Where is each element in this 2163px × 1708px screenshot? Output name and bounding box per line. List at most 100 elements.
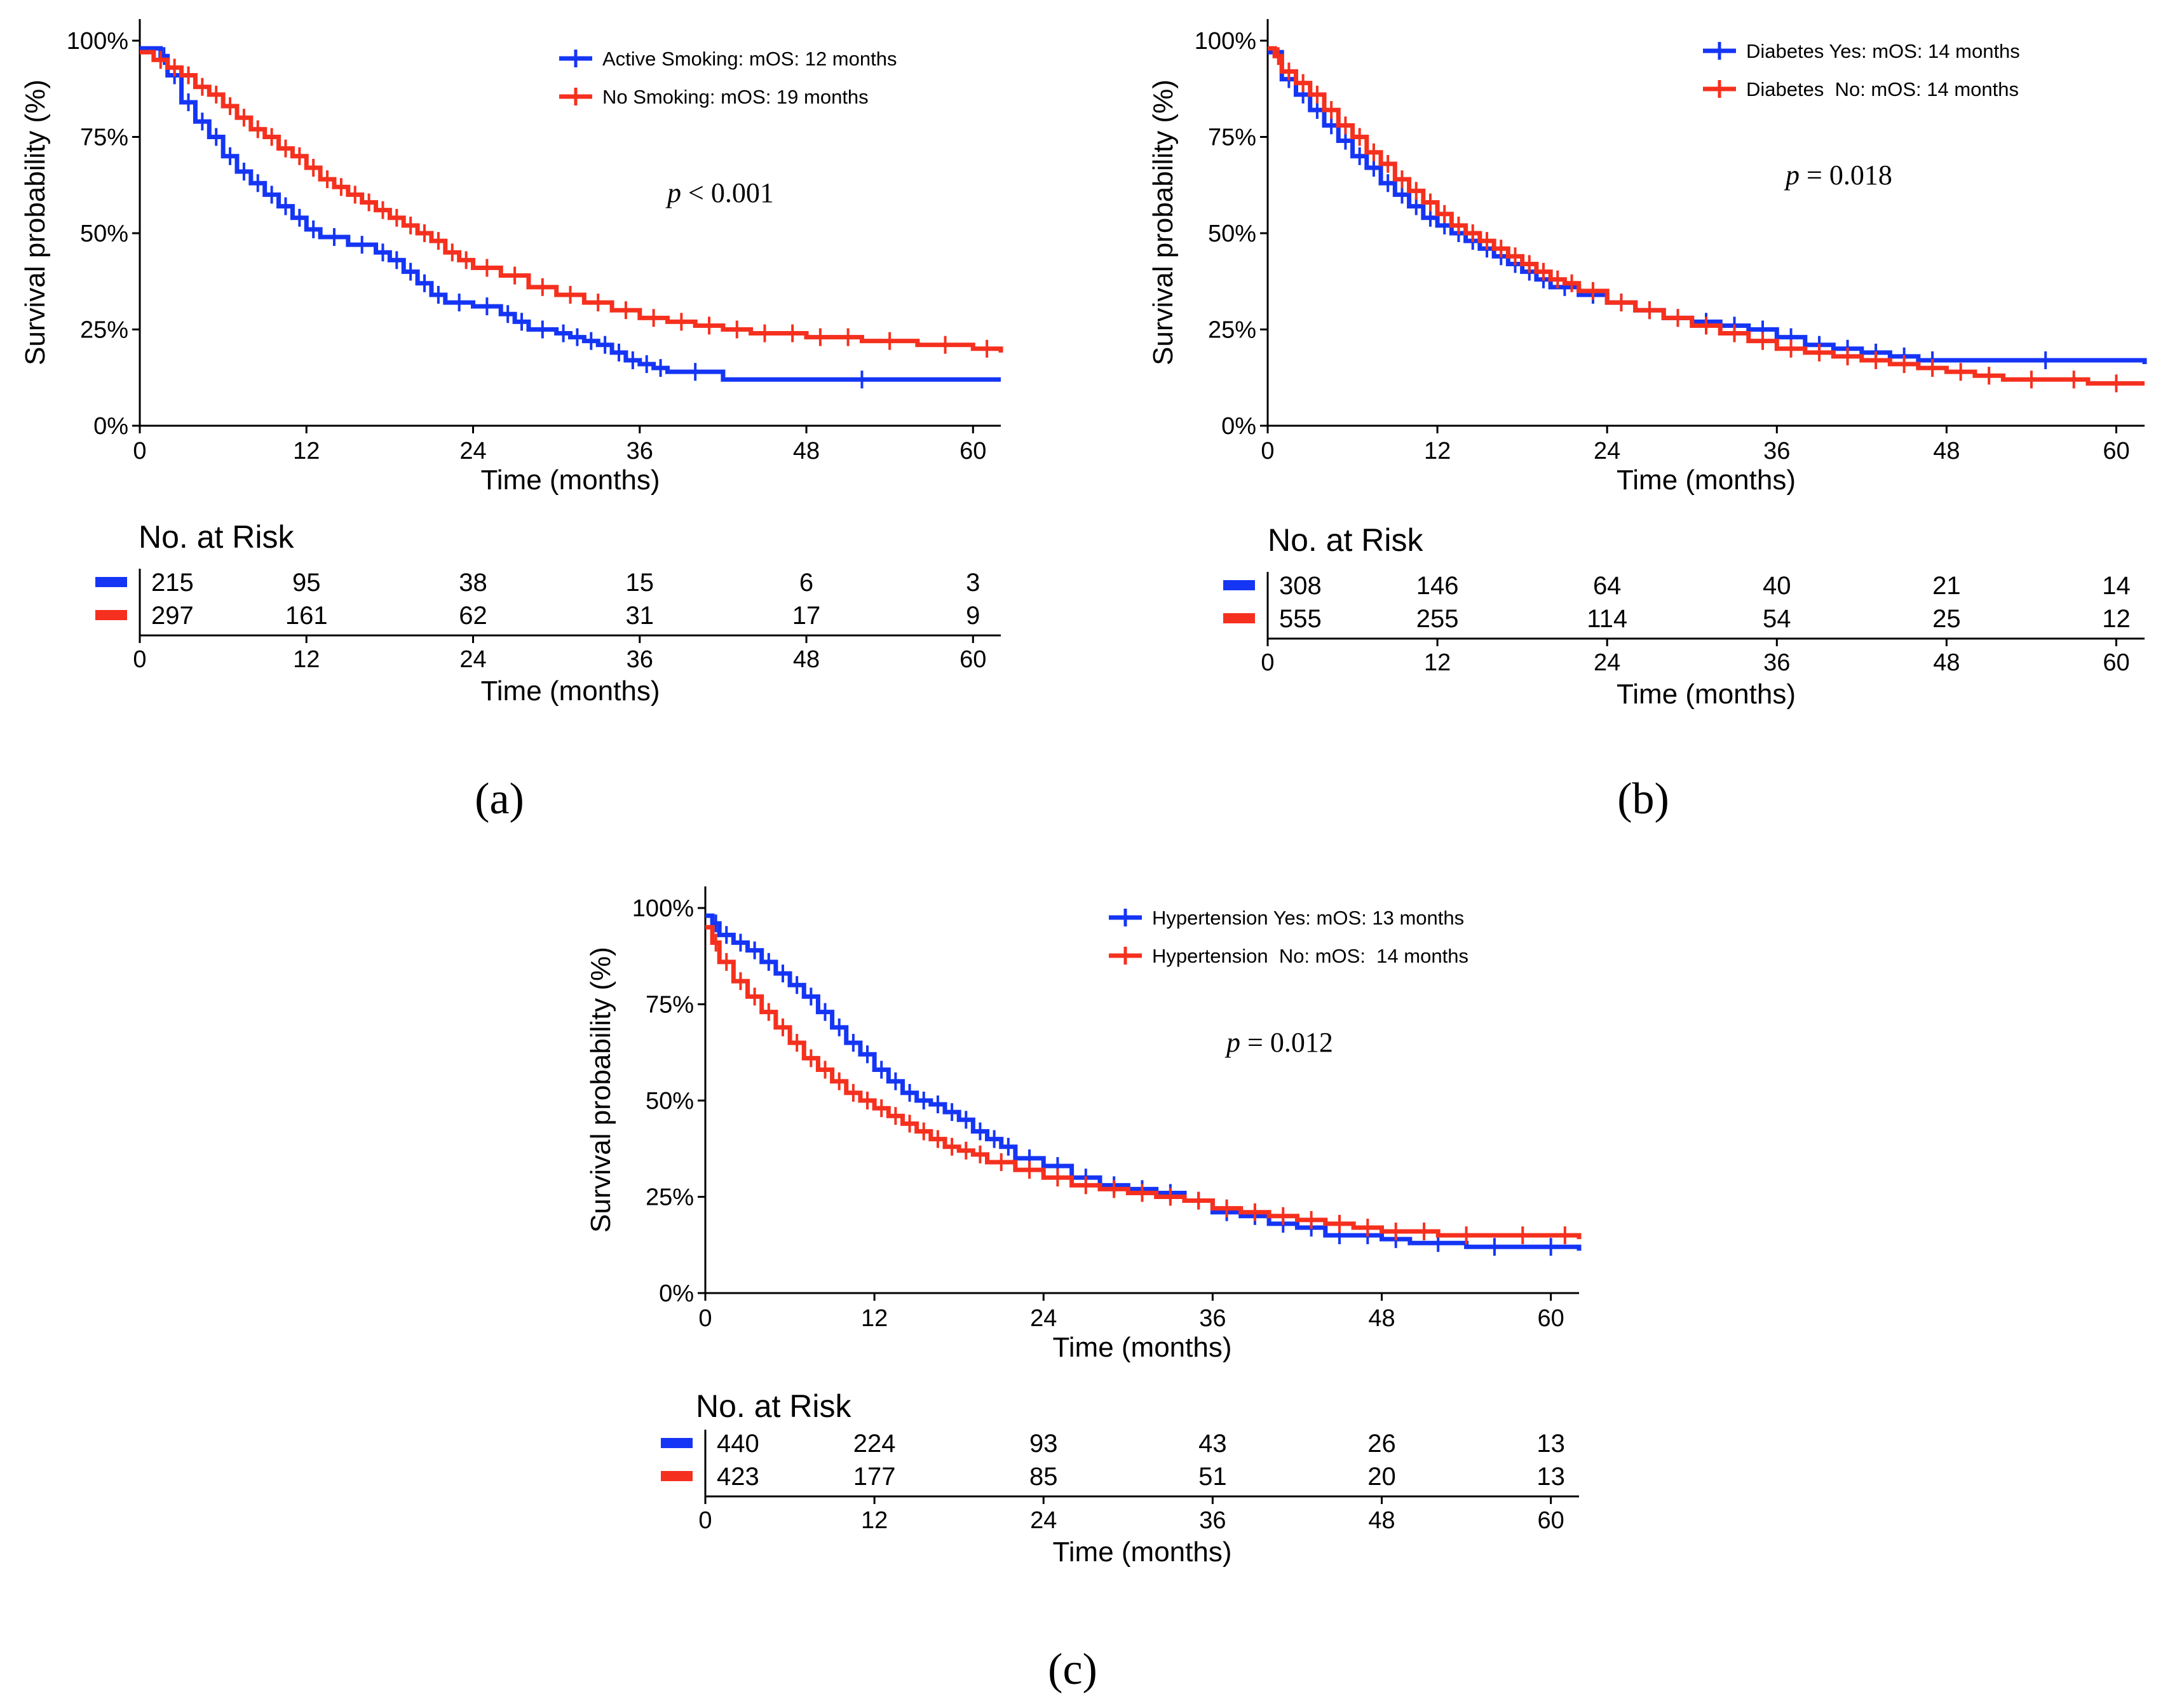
risk-count: 64	[1593, 572, 1622, 600]
risk-x-tick-label: 36	[1199, 1507, 1226, 1534]
risk-count: 54	[1763, 605, 1791, 633]
y-tick-label: 25%	[80, 317, 128, 344]
risk-count: 85	[1029, 1463, 1058, 1491]
x-tick-label: 0	[133, 438, 146, 464]
risk-count: 215	[151, 569, 194, 597]
x-tick-label: 48	[1368, 1305, 1395, 1332]
risk-count: 20	[1367, 1463, 1396, 1491]
p-value-symbol: p	[1224, 1027, 1240, 1058]
risk-count: 15	[626, 569, 654, 597]
y-tick-label: 0%	[1221, 413, 1256, 440]
y-tick-label: 50%	[80, 220, 128, 247]
risk-x-tick-label: 0	[698, 1507, 712, 1534]
p-value-text: = 0.018	[1800, 159, 1892, 191]
risk-x-axis-title: Time (months)	[1053, 1536, 1232, 1568]
risk-count: 255	[1416, 605, 1459, 633]
risk-count: 161	[285, 602, 328, 630]
y-tick-label: 100%	[1195, 28, 1256, 55]
y-tick-label: 100%	[67, 28, 128, 55]
p-value-label: p = 0.018	[1784, 159, 1892, 191]
x-tick-label: 36	[627, 438, 653, 464]
risk-x-tick-label: 48	[793, 646, 820, 673]
x-tick-label: 0	[698, 1305, 712, 1332]
x-tick-label: 0	[1261, 438, 1274, 464]
survival-curve-series-1	[705, 913, 1582, 1251]
risk-x-tick-label: 0	[1261, 649, 1274, 676]
risk-count: 12	[2102, 605, 2131, 633]
panel-label: (a)	[475, 775, 524, 824]
survival-curve-series-2	[1268, 46, 2145, 386]
risk-x-tick-label: 24	[1594, 649, 1620, 676]
km-panel-c: 0% 25% 50% 75% 100% 0 12 24 36 48 60 Time (months) S…	[585, 886, 1582, 1694]
p-value-label: p = 0.012	[1224, 1027, 1333, 1058]
risk-x-tick-label: 60	[1538, 1507, 1564, 1534]
risk-count: 440	[717, 1430, 759, 1458]
risk-count: 297	[151, 602, 194, 630]
risk-count: 95	[292, 569, 321, 597]
y-tick-label: 100%	[632, 895, 694, 922]
risk-count: 9	[966, 602, 980, 630]
risk-row-swatch	[661, 1438, 693, 1448]
x-axis-title: Time (months)	[1053, 1332, 1232, 1363]
y-tick-label: 25%	[646, 1184, 694, 1211]
legend-entry: No Smoking: mOS: 19 months	[602, 86, 869, 108]
p-value-symbol: p	[665, 177, 681, 208]
y-axis-title: Survival probability (%)	[1148, 79, 1179, 365]
y-tick-label: 50%	[646, 1088, 694, 1115]
risk-count: 114	[1587, 605, 1627, 633]
risk-x-tick-label: 12	[293, 646, 320, 673]
x-tick-label: 12	[293, 438, 320, 464]
legend-entry: Hypertension Yes: mOS: 13 months	[1152, 907, 1464, 929]
y-tick-label: 25%	[1208, 317, 1256, 344]
risk-count: 43	[1198, 1430, 1227, 1458]
risk-count: 25	[1932, 605, 1961, 633]
risk-count: 555	[1279, 605, 1322, 633]
risk-row-swatch	[95, 577, 127, 587]
risk-x-tick-label: 12	[861, 1507, 888, 1534]
panel-label: (b)	[1617, 775, 1669, 824]
km-panel-b: 0% 25% 50% 75% 100% 0 12 24 36 48 60 Time (months) S…	[1148, 19, 2147, 824]
risk-x-tick-label: 24	[1030, 1507, 1057, 1534]
risk-x-tick-label: 36	[1763, 649, 1790, 676]
risk-count: 21	[1932, 572, 1961, 600]
x-tick-label: 12	[1424, 438, 1451, 464]
risk-x-tick-label: 48	[1368, 1507, 1395, 1534]
risk-x-tick-label: 48	[1933, 649, 1960, 676]
y-tick-label: 0%	[659, 1280, 694, 1307]
y-tick-label: 75%	[646, 992, 694, 1019]
risk-x-tick-label: 12	[1424, 649, 1451, 676]
x-tick-label: 24	[1030, 1305, 1057, 1332]
p-value-text: = 0.012	[1240, 1027, 1333, 1058]
x-axis-title: Time (months)	[1617, 464, 1796, 496]
risk-count: 177	[853, 1463, 896, 1491]
risk-count: 51	[1198, 1463, 1227, 1491]
p-value-symbol: p	[1784, 159, 1800, 191]
x-tick-label: 60	[959, 438, 986, 464]
x-axis-title: Time (months)	[481, 464, 660, 496]
risk-x-tick-label: 0	[133, 646, 146, 673]
p-value-label: p < 0.001	[665, 177, 774, 208]
risk-count: 17	[792, 602, 821, 630]
x-tick-label: 24	[1594, 438, 1620, 464]
risk-count: 308	[1279, 572, 1322, 600]
risk-row-swatch	[1223, 613, 1255, 623]
risk-count: 6	[799, 569, 813, 597]
y-tick-label: 75%	[80, 125, 128, 151]
legend-entry: Active Smoking: mOS: 12 months	[602, 48, 897, 70]
risk-row-swatch	[661, 1471, 693, 1481]
x-tick-label: 12	[861, 1305, 888, 1332]
risk-count: 3	[966, 569, 980, 597]
p-value-text: < 0.001	[681, 177, 774, 208]
legend-entry: Diabetes Yes: mOS: 14 months	[1746, 40, 2020, 62]
risk-x-axis-title: Time (months)	[481, 675, 660, 707]
risk-x-axis-title: Time (months)	[1617, 679, 1796, 710]
x-tick-label: 60	[2103, 438, 2129, 464]
risk-table-title: No. at Risk	[139, 519, 295, 555]
risk-count: 13	[1536, 1430, 1565, 1458]
x-tick-label: 36	[1199, 1305, 1226, 1332]
risk-count: 13	[1536, 1463, 1565, 1491]
risk-x-tick-label: 24	[459, 646, 486, 673]
risk-count: 31	[626, 602, 654, 630]
risk-x-tick-label: 60	[959, 646, 986, 673]
